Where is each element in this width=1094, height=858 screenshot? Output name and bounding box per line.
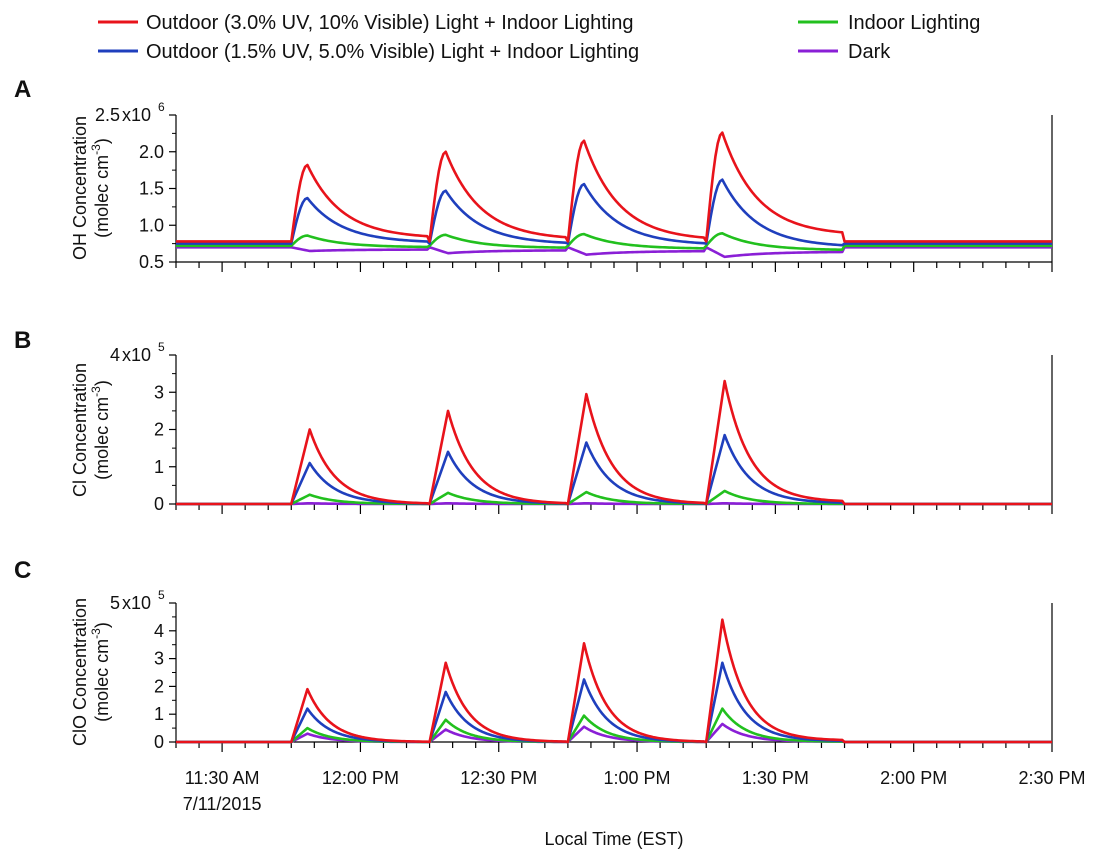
- series-line-outdoor-1-5uv: [176, 178, 1052, 247]
- y-tick-label: 2.0: [139, 142, 164, 162]
- series-line-outdoor-3uv: [176, 379, 1052, 506]
- series-line-outdoor-3uv: [176, 618, 1052, 744]
- y-tick-label: 1: [154, 704, 164, 724]
- y-axis-unit: (molec cm-3): [89, 622, 112, 722]
- panel-letter: C: [14, 557, 31, 584]
- series-line-indoor: [176, 232, 1052, 252]
- y-axis-title: ClO Concentration: [70, 598, 90, 746]
- y-tick-label: 3: [154, 382, 164, 402]
- y-tick-label: 5: [110, 593, 120, 613]
- y-multiplier-exponent: 6: [158, 100, 165, 114]
- series-line-outdoor-3uv: [176, 131, 1052, 243]
- y-axis-unit: (molec cm-3): [89, 138, 112, 238]
- y-axis-title: Cl Concentration: [70, 363, 90, 497]
- x-tick-label: 2:00 PM: [880, 768, 947, 788]
- panel-a: A 0.5 1.0 1.5 2.0 2.5 x10 6 OH Concentration (mol…: [14, 76, 1053, 272]
- panel-letter: B: [14, 327, 31, 354]
- y-multiplier-label: x10: [122, 593, 151, 613]
- series-line-outdoor-1-5uv: [176, 433, 1052, 506]
- y-tick-label: 2.5: [95, 105, 120, 125]
- y-multiplier-label: x10: [122, 345, 151, 365]
- series-line-dark: [176, 246, 1052, 259]
- y-multiplier-exponent: 5: [158, 340, 165, 354]
- x-axis-title: Local Time (EST): [544, 829, 683, 849]
- legend-label-indoor: Indoor Lighting: [848, 12, 980, 34]
- y-tick-label: 4: [154, 621, 164, 641]
- x-tick-label: 1:30 PM: [742, 768, 809, 788]
- y-tick-label: 0: [154, 494, 164, 514]
- y-tick-label: 4: [110, 345, 120, 365]
- panels: A0.51.01.52.02.5 x10 6OH Concentration (mol…: [14, 76, 1053, 752]
- y-axis-title: OH Concentration: [70, 116, 90, 260]
- x-tick-sublabel: 7/11/2015: [183, 794, 262, 814]
- legend-label-outdoor-3uv: Outdoor (3.0% UV, 10% Visible) Light + I…: [146, 12, 634, 34]
- y-tick-label: 1.0: [139, 215, 164, 235]
- x-axis-tick-labels: 11:30 AM 7/11/2015 12:00 PM 12:30 PM 1:00 PM…: [183, 768, 1086, 814]
- y-tick-label: 3: [154, 649, 164, 669]
- series-line-outdoor-1-5uv: [176, 661, 1052, 744]
- y-tick-label: 0.5: [139, 252, 164, 272]
- y-tick-label: 1: [154, 457, 164, 477]
- y-axis-unit: (molec cm-3): [89, 380, 112, 480]
- x-tick-label: 1:00 PM: [604, 768, 671, 788]
- x-tick-label: 2:30 PM: [1018, 768, 1085, 788]
- panel-letter: A: [14, 76, 31, 103]
- x-tick-label: 11:30 AM: [185, 768, 260, 788]
- series-line-indoor: [176, 489, 1052, 506]
- legend: Outdoor (3.0% UV, 10% Visible) Light + I…: [98, 12, 980, 63]
- legend-label-outdoor-1-5uv: Outdoor (1.5% UV, 5.0% Visible) Light + …: [146, 41, 639, 63]
- y-tick-label: 0: [154, 732, 164, 752]
- x-tick-label: 12:30 PM: [460, 768, 537, 788]
- y-tick-label: 2: [154, 420, 164, 440]
- panel-b: B 0 1 2 3 4 x10 5 Cl Concentration (molec cm-3): [14, 327, 1053, 514]
- legend-label-dark: Dark: [848, 41, 891, 63]
- y-tick-label: 1.5: [139, 179, 164, 199]
- y-multiplier-exponent: 5: [158, 588, 165, 602]
- x-tick-label: 12:00 PM: [322, 768, 399, 788]
- y-tick-label: 2: [154, 676, 164, 696]
- y-multiplier-label: x10: [122, 105, 151, 125]
- series-line-dark: [176, 722, 1052, 744]
